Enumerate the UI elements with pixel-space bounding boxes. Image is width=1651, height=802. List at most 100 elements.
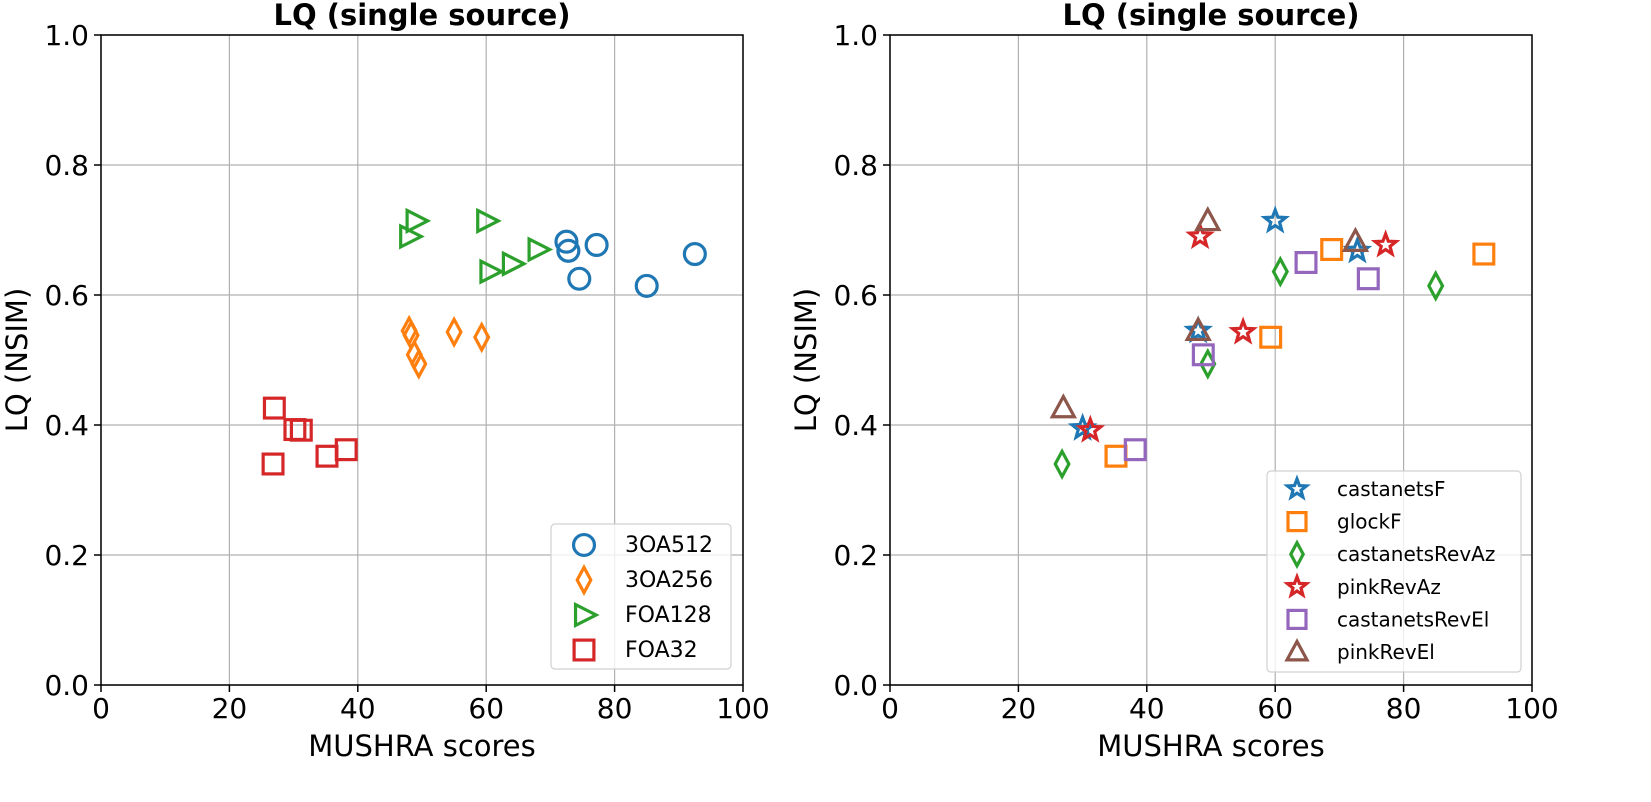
left-series-FOA128 [399, 207, 554, 285]
right-point-castanetsRevEl [1356, 267, 1380, 291]
right-point-castanetsRevAz [1053, 447, 1071, 481]
left-point-FOA32 [334, 438, 358, 462]
left-legend-label: FOA128 [625, 603, 712, 628]
right-legend-label: castanetsRevAz [1337, 542, 1495, 566]
right-series-castanetsRevAz [1053, 255, 1445, 481]
left-point-3OA256 [410, 347, 428, 380]
left-series-3OA512 [554, 229, 707, 298]
left-x-tick-label: 100 [716, 692, 769, 725]
left-point-3OA256 [445, 316, 463, 349]
left-point-3OA512 [634, 273, 659, 298]
left-legend-label: FOA32 [625, 638, 698, 663]
right-point-pinkRevAz [1075, 414, 1106, 443]
left-point-FOA32 [315, 444, 339, 468]
left-y-tick-label: 0.6 [44, 279, 89, 312]
left-point-FOA32 [289, 418, 313, 442]
right-y-tick-label: 1.0 [833, 19, 878, 52]
left-legend-marker-3OA256 [575, 563, 593, 597]
left-legend-label: 3OA512 [625, 533, 713, 558]
right-point-castanetsRevEl [1294, 251, 1318, 275]
left-point-FOA128 [527, 236, 554, 263]
right-legend: castanetsF glockF castanetsRevAz pinkRevAz c… [1266, 470, 1522, 673]
right-point-pinkRevEl [1049, 393, 1078, 419]
left-series-FOA32 [261, 396, 358, 476]
left-point-FOA128 [399, 223, 425, 250]
right-point-pinkRevAz [1370, 229, 1401, 258]
left-point-3OA512 [554, 229, 579, 254]
left-x-tick-label: 40 [340, 692, 376, 725]
right-legend-marker-glockF [1286, 510, 1308, 533]
right-legend-label: castanetsRevEl [1337, 607, 1489, 631]
left-point-FOA128 [476, 207, 502, 234]
left-legend-marker-FOA32 [572, 638, 596, 662]
left-point-3OA512 [682, 242, 707, 267]
left-chart-title: LQ (single source) [273, 0, 570, 32]
right-x-tick-label: 80 [1386, 692, 1422, 725]
left-point-FOA32 [262, 396, 286, 420]
right-point-castanetsRevAz [1427, 269, 1445, 302]
right-y-axis-label: LQ (NSIM) [789, 288, 823, 433]
left-legend-marker-FOA128 [573, 601, 600, 629]
right-legend-box [1266, 470, 1522, 673]
left-point-3OA512 [567, 266, 592, 291]
left-y-tick-label: 0.4 [44, 409, 89, 442]
right-legend-label: castanetsF [1337, 477, 1446, 501]
right-legend-marker-castanetsRevAz [1288, 539, 1306, 570]
left-legend-label: 3OA256 [625, 568, 713, 593]
left-y-tick-label: 0.0 [44, 669, 89, 702]
right-x-tick-label: 100 [1505, 692, 1558, 725]
left-plot-frame [100, 34, 744, 686]
right-plot-frame [889, 34, 1533, 686]
right-series-pinkRevEl [1049, 206, 1370, 419]
right-point-glockF [1104, 444, 1128, 468]
right-legend-label: pinkRevEl [1337, 640, 1435, 664]
right-point-glockF [1320, 238, 1344, 262]
right-point-castanetsF [1183, 315, 1213, 344]
left-y-tick-label: 0.8 [44, 149, 89, 182]
left-legend-marker-3OA512 [571, 532, 597, 558]
left-legend: 3OA512 3OA256 FOA128 FOA32 [550, 523, 732, 670]
right-legend-label: glockF [1337, 510, 1402, 534]
right-point-glockF [1472, 242, 1496, 266]
right-point-castanetsRevEl [1123, 438, 1147, 462]
right-x-axis-label: MUSHRA scores [1097, 729, 1325, 763]
right-chart-title: LQ (single source) [1062, 0, 1359, 32]
left-point-FOA128 [501, 250, 528, 277]
left-point-FOA128 [479, 258, 506, 285]
left-series-3OA256 [400, 314, 491, 380]
right-y-tick-label: 0.8 [833, 149, 878, 182]
left-y-tick-label: 0.2 [44, 539, 89, 572]
right-point-pinkRevEl [1341, 226, 1370, 252]
right-legend-marker-pinkRevEl [1284, 638, 1310, 662]
right-point-pinkRevEl [1194, 206, 1222, 232]
right-point-castanetsRevAz [1271, 255, 1289, 288]
right-point-pinkRevAz [1185, 220, 1215, 250]
left-point-FOA32 [283, 418, 307, 442]
left-x-tick-label: 0 [92, 692, 110, 725]
right-point-castanetsF [1067, 412, 1098, 441]
left-legend-box [550, 523, 732, 670]
right-point-castanetsRevEl [1191, 343, 1215, 367]
left-x-tick-label: 20 [212, 692, 248, 725]
right-scatter-panel: 0 20 40 60 80 100 0.0 0.2 0.4 0.6 0.8 1.0 LQ (single… [789, 0, 1559, 763]
right-y-tick-label: 0.6 [833, 279, 878, 312]
left-point-3OA512 [556, 238, 581, 263]
right-legend-marker-pinkRevAz [1283, 572, 1311, 599]
left-x-axis-label: MUSHRA scores [308, 729, 536, 763]
right-x-tick-label: 0 [881, 692, 899, 725]
right-x-tick-label: 20 [1001, 692, 1037, 725]
right-legend-marker-castanetsF [1283, 474, 1311, 501]
right-point-pinkRevAz [1228, 316, 1258, 345]
left-y-axis-label: LQ (NSIM) [0, 288, 34, 433]
left-point-FOA32 [261, 452, 285, 476]
left-point-FOA128 [405, 207, 432, 234]
right-point-pinkRevEl [1184, 315, 1212, 342]
left-point-3OA512 [584, 232, 609, 257]
right-y-tick-label: 0.4 [833, 409, 878, 442]
right-x-tick-label: 40 [1129, 692, 1165, 725]
left-x-tick-label: 80 [597, 692, 633, 725]
right-legend-marker-castanetsRevEl [1286, 608, 1308, 631]
left-point-3OA256 [473, 321, 491, 354]
right-legend-label: pinkRevAz [1337, 575, 1441, 599]
